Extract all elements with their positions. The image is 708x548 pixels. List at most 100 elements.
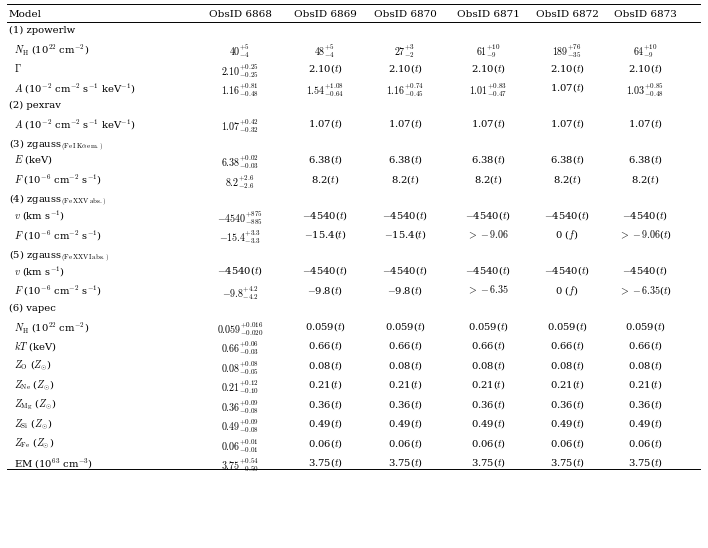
Text: 2.10($t$): 2.10($t$) [549, 62, 585, 75]
Text: $Z_{\rm O}$ ($Z_{\odot}$): $Z_{\rm O}$ ($Z_{\odot}$) [14, 359, 52, 373]
Text: $v$ (km s$^{-1}$): $v$ (km s$^{-1}$) [14, 209, 65, 224]
Text: 0.08($t$): 0.08($t$) [471, 359, 506, 372]
Text: $1.16^{+0.74}_{-0.45}$: $1.16^{+0.74}_{-0.45}$ [386, 82, 424, 99]
Text: 2.10($t$): 2.10($t$) [627, 62, 663, 75]
Text: 0.06($t$): 0.06($t$) [627, 437, 663, 450]
Text: 0.49($t$): 0.49($t$) [627, 418, 663, 430]
Text: $27^{+3}_{-2}$: $27^{+3}_{-2}$ [394, 43, 416, 60]
Text: 3.75($t$): 3.75($t$) [627, 456, 663, 470]
Text: $0.36^{+0.09}_{-0.08}$: $0.36^{+0.09}_{-0.08}$ [221, 398, 259, 416]
Text: 8.2($t$): 8.2($t$) [553, 173, 581, 186]
Text: 0.08($t$): 0.08($t$) [387, 359, 423, 372]
Text: 3.75($t$): 3.75($t$) [549, 456, 585, 470]
Text: 0.059($t$): 0.059($t$) [304, 320, 346, 333]
Text: $>-9.06$($t$): $>-9.06$($t$) [619, 229, 671, 242]
Text: $1.54^{+1.08}_{-0.64}$: $1.54^{+1.08}_{-0.64}$ [306, 82, 344, 99]
Text: 0.08($t$): 0.08($t$) [307, 359, 343, 372]
Text: $-$9.8($t$): $-$9.8($t$) [387, 284, 423, 297]
Text: Model: Model [9, 10, 42, 19]
Text: 1.07($t$): 1.07($t$) [471, 117, 506, 130]
Text: $64^{+10}_{-9}$: $64^{+10}_{-9}$ [633, 43, 657, 60]
Text: $-$4540($t$): $-$4540($t$) [217, 265, 263, 277]
Text: 2.10($t$): 2.10($t$) [387, 62, 423, 75]
Text: 0.36($t$): 0.36($t$) [307, 398, 343, 411]
Text: $3.75^{+0.54}_{-0.50}$: $3.75^{+0.54}_{-0.50}$ [221, 456, 259, 475]
Text: ObsID 6868: ObsID 6868 [209, 10, 271, 19]
Text: $>-6.35$($t$): $>-6.35$($t$) [619, 284, 671, 297]
Text: $-$4540($t$): $-$4540($t$) [302, 209, 348, 222]
Text: 2.10($t$): 2.10($t$) [471, 62, 506, 75]
Text: 0.06($t$): 0.06($t$) [471, 437, 506, 450]
Text: 0.059($t$): 0.059($t$) [547, 320, 588, 333]
Text: $A$ (10$^{-2}$ cm$^{-2}$ s$^{-1}$ keV$^{-1}$): $A$ (10$^{-2}$ cm$^{-2}$ s$^{-1}$ keV$^{… [14, 82, 135, 96]
Text: $Z_{\rm Ne}$ ($Z_{\odot}$): $Z_{\rm Ne}$ ($Z_{\odot}$) [14, 379, 55, 393]
Text: 1.07($t$): 1.07($t$) [307, 117, 343, 130]
Text: 6.38($t$): 6.38($t$) [387, 153, 423, 167]
Text: $8.2^{+2.6}_{-2.6}$: $8.2^{+2.6}_{-2.6}$ [225, 173, 255, 191]
Text: ObsID 6870: ObsID 6870 [374, 10, 436, 19]
Text: $-$15.4($t$): $-$15.4($t$) [304, 229, 346, 242]
Text: ObsID 6869: ObsID 6869 [294, 10, 356, 19]
Text: $-$4540($t$): $-$4540($t$) [544, 265, 590, 277]
Text: $-9.8^{+4.2}_{-4.2}$: $-9.8^{+4.2}_{-4.2}$ [222, 284, 258, 302]
Text: 0.66($t$): 0.66($t$) [549, 340, 584, 352]
Text: (3) zgauss$_{\rm (Fe\,I\,K\alpha\,em.)}$: (3) zgauss$_{\rm (Fe\,I\,K\alpha\,em.)}$ [9, 137, 103, 152]
Text: $\Gamma$: $\Gamma$ [14, 62, 22, 74]
Text: 6.38($t$): 6.38($t$) [307, 153, 343, 167]
Text: $0.49^{+0.09}_{-0.08}$: $0.49^{+0.09}_{-0.08}$ [221, 418, 259, 435]
Text: ObsID 6873: ObsID 6873 [614, 10, 676, 19]
Text: 1.07($t$): 1.07($t$) [549, 82, 585, 94]
Text: (4) zgauss$_{\rm (Fe\,XXV\,abs.)}$: (4) zgauss$_{\rm (Fe\,XXV\,abs.)}$ [9, 192, 106, 207]
Text: 3.75($t$): 3.75($t$) [307, 456, 343, 470]
Text: (2) pexrav: (2) pexrav [9, 101, 61, 110]
Text: $-$15.4($t$): $-$15.4($t$) [384, 229, 426, 242]
Text: ObsID 6871: ObsID 6871 [457, 10, 520, 19]
Text: $-$4540($t$): $-$4540($t$) [544, 209, 590, 222]
Text: $61^{+10}_{-9}$: $61^{+10}_{-9}$ [476, 43, 501, 60]
Text: 0.49($t$): 0.49($t$) [549, 418, 585, 430]
Text: $F$ (10$^{-6}$ cm$^{-2}$ s$^{-1}$): $F$ (10$^{-6}$ cm$^{-2}$ s$^{-1}$) [14, 229, 102, 243]
Text: 0.059($t$): 0.059($t$) [384, 320, 426, 333]
Text: $1.16^{+0.81}_{-0.48}$: $1.16^{+0.81}_{-0.48}$ [221, 82, 259, 99]
Text: $6.38^{+0.02}_{-0.03}$: $6.38^{+0.02}_{-0.03}$ [221, 153, 259, 172]
Text: 8.2($t$): 8.2($t$) [631, 173, 659, 186]
Text: 6.38($t$): 6.38($t$) [471, 153, 506, 167]
Text: 0.49($t$): 0.49($t$) [471, 418, 506, 430]
Text: $0.08^{+0.08}_{-0.05}$: $0.08^{+0.08}_{-0.05}$ [221, 359, 259, 377]
Text: 3.75($t$): 3.75($t$) [471, 456, 506, 470]
Text: $0.06^{+0.01}_{-0.01}$: $0.06^{+0.01}_{-0.01}$ [221, 437, 258, 455]
Text: $A$ (10$^{-2}$ cm$^{-2}$ s$^{-1}$ keV$^{-1}$): $A$ (10$^{-2}$ cm$^{-2}$ s$^{-1}$ keV$^{… [14, 117, 135, 132]
Text: 0.059($t$): 0.059($t$) [624, 320, 666, 333]
Text: $v$ (km s$^{-1}$): $v$ (km s$^{-1}$) [14, 265, 65, 279]
Text: 0.06($t$): 0.06($t$) [307, 437, 343, 450]
Text: $E$ (keV): $E$ (keV) [14, 153, 53, 167]
Text: $-$4540($t$): $-$4540($t$) [465, 209, 511, 222]
Text: 0.36($t$): 0.36($t$) [549, 398, 585, 411]
Text: 0.06($t$): 0.06($t$) [387, 437, 423, 450]
Text: 0.21($t$): 0.21($t$) [549, 379, 584, 391]
Text: 1.07($t$): 1.07($t$) [549, 117, 585, 130]
Text: 0.66($t$): 0.66($t$) [387, 340, 423, 352]
Text: $48^{+5}_{-4}$: $48^{+5}_{-4}$ [314, 43, 336, 60]
Text: $-$4540($t$): $-$4540($t$) [302, 265, 348, 277]
Text: 0.49($t$): 0.49($t$) [387, 418, 423, 430]
Text: $Z_{\rm Fe}$ ($Z_{\odot}$): $Z_{\rm Fe}$ ($Z_{\odot}$) [14, 437, 55, 451]
Text: 0.66($t$): 0.66($t$) [471, 340, 506, 352]
Text: $F$ (10$^{-6}$ cm$^{-2}$ s$^{-1}$): $F$ (10$^{-6}$ cm$^{-2}$ s$^{-1}$) [14, 173, 102, 187]
Text: 8.2($t$): 8.2($t$) [311, 173, 339, 186]
Text: $Z_{\rm Si}$ ($Z_{\odot}$): $Z_{\rm Si}$ ($Z_{\odot}$) [14, 418, 52, 432]
Text: 0.059($t$): 0.059($t$) [467, 320, 508, 333]
Text: 6.38($t$): 6.38($t$) [627, 153, 663, 167]
Text: (5) zgauss$_{\rm (Fe\,XXVI\,abs.)}$: (5) zgauss$_{\rm (Fe\,XXVI\,abs.)}$ [9, 248, 109, 263]
Text: $189^{+76}_{-35}$: $189^{+76}_{-35}$ [552, 43, 582, 60]
Text: $N_{\rm H}$ (10$^{22}$ cm$^{-2}$): $N_{\rm H}$ (10$^{22}$ cm$^{-2}$) [14, 43, 89, 58]
Text: $-$4540($t$): $-$4540($t$) [622, 209, 668, 222]
Text: 0.21($t$): 0.21($t$) [628, 379, 663, 391]
Text: 0.36($t$): 0.36($t$) [627, 398, 663, 411]
Text: 0.21($t$): 0.21($t$) [388, 379, 423, 391]
Text: (6) vapec: (6) vapec [9, 304, 56, 312]
Text: $-$4540($t$): $-$4540($t$) [382, 265, 428, 277]
Text: ObsID 6872: ObsID 6872 [535, 10, 598, 19]
Text: $0.21^{+0.12}_{-0.10}$: $0.21^{+0.12}_{-0.10}$ [221, 379, 259, 396]
Text: 0.66($t$): 0.66($t$) [627, 340, 663, 352]
